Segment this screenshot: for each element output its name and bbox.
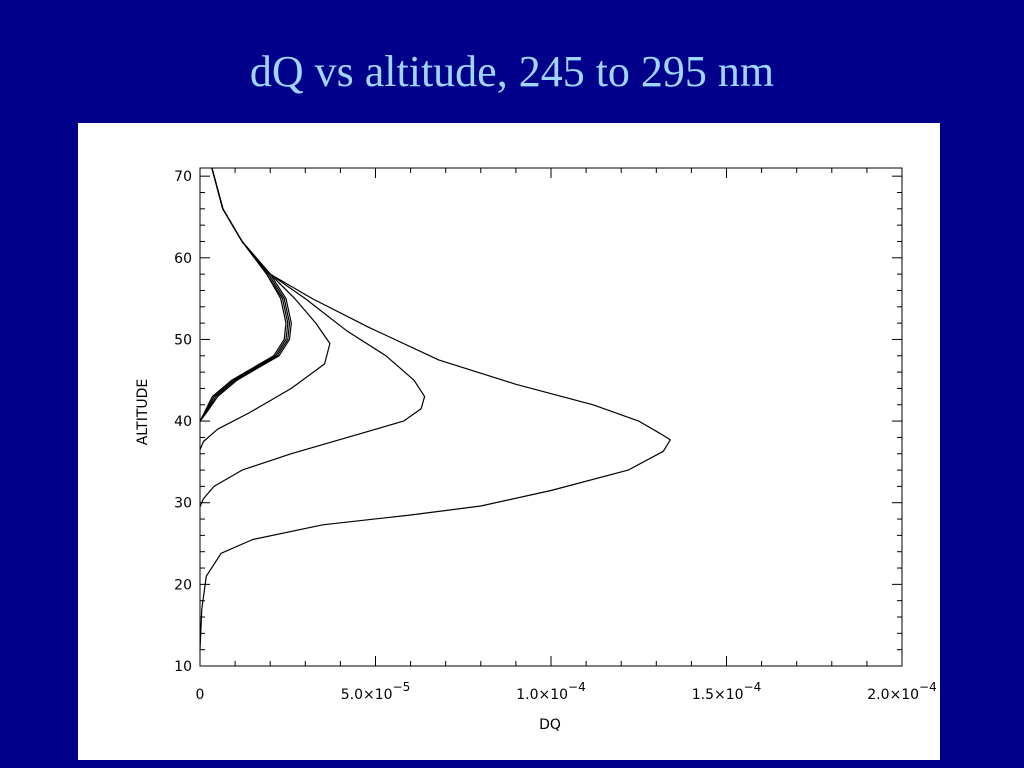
series-line-1	[199, 167, 287, 422]
x-tick-label: 5.0×10−5	[341, 680, 411, 703]
plot-border	[199, 167, 903, 667]
x-tick-label: 2.0×10−4	[867, 680, 937, 703]
x-tick-label: 1.5×10−4	[692, 680, 762, 703]
y-tick-label: 60	[174, 251, 192, 267]
chart-panel: 0 5.0×10−5 1.0×10−4 1.5×10−4 2.0×10−4 10 20 30…	[78, 123, 940, 760]
y-axis-label: ALTITUDE	[135, 379, 151, 446]
series-line-2	[199, 167, 289, 422]
y-tick-label: 50	[174, 332, 192, 348]
y-tick-label: 30	[174, 496, 192, 512]
series-line-4	[199, 167, 292, 422]
line-chart: 0 5.0×10−5 1.0×10−4 1.5×10−4 2.0×10−4 10 20 30…	[135, 167, 937, 733]
plot-frame	[199, 167, 903, 667]
series-line-7	[199, 167, 671, 650]
series-line-5	[199, 167, 331, 450]
y-axis-ticks: 10 20 30 40 50 60 70	[174, 169, 902, 675]
x-tick-label: 0	[196, 687, 205, 703]
y-tick-label: 40	[174, 414, 192, 430]
x-tick-label: 1.0×10−4	[516, 680, 586, 703]
x-axis-ticks: 0 5.0×10−5 1.0×10−4 1.5×10−4 2.0×10−4	[196, 168, 937, 703]
y-tick-label: 20	[174, 577, 192, 593]
x-axis-label: DQ	[539, 717, 561, 733]
series-line-3	[199, 167, 291, 422]
y-tick-label: 70	[174, 169, 192, 185]
y-tick-label: 10	[174, 659, 192, 675]
series-lines	[199, 167, 671, 650]
slide-title: dQ vs altitude, 245 to 295 nm	[249, 47, 775, 96]
